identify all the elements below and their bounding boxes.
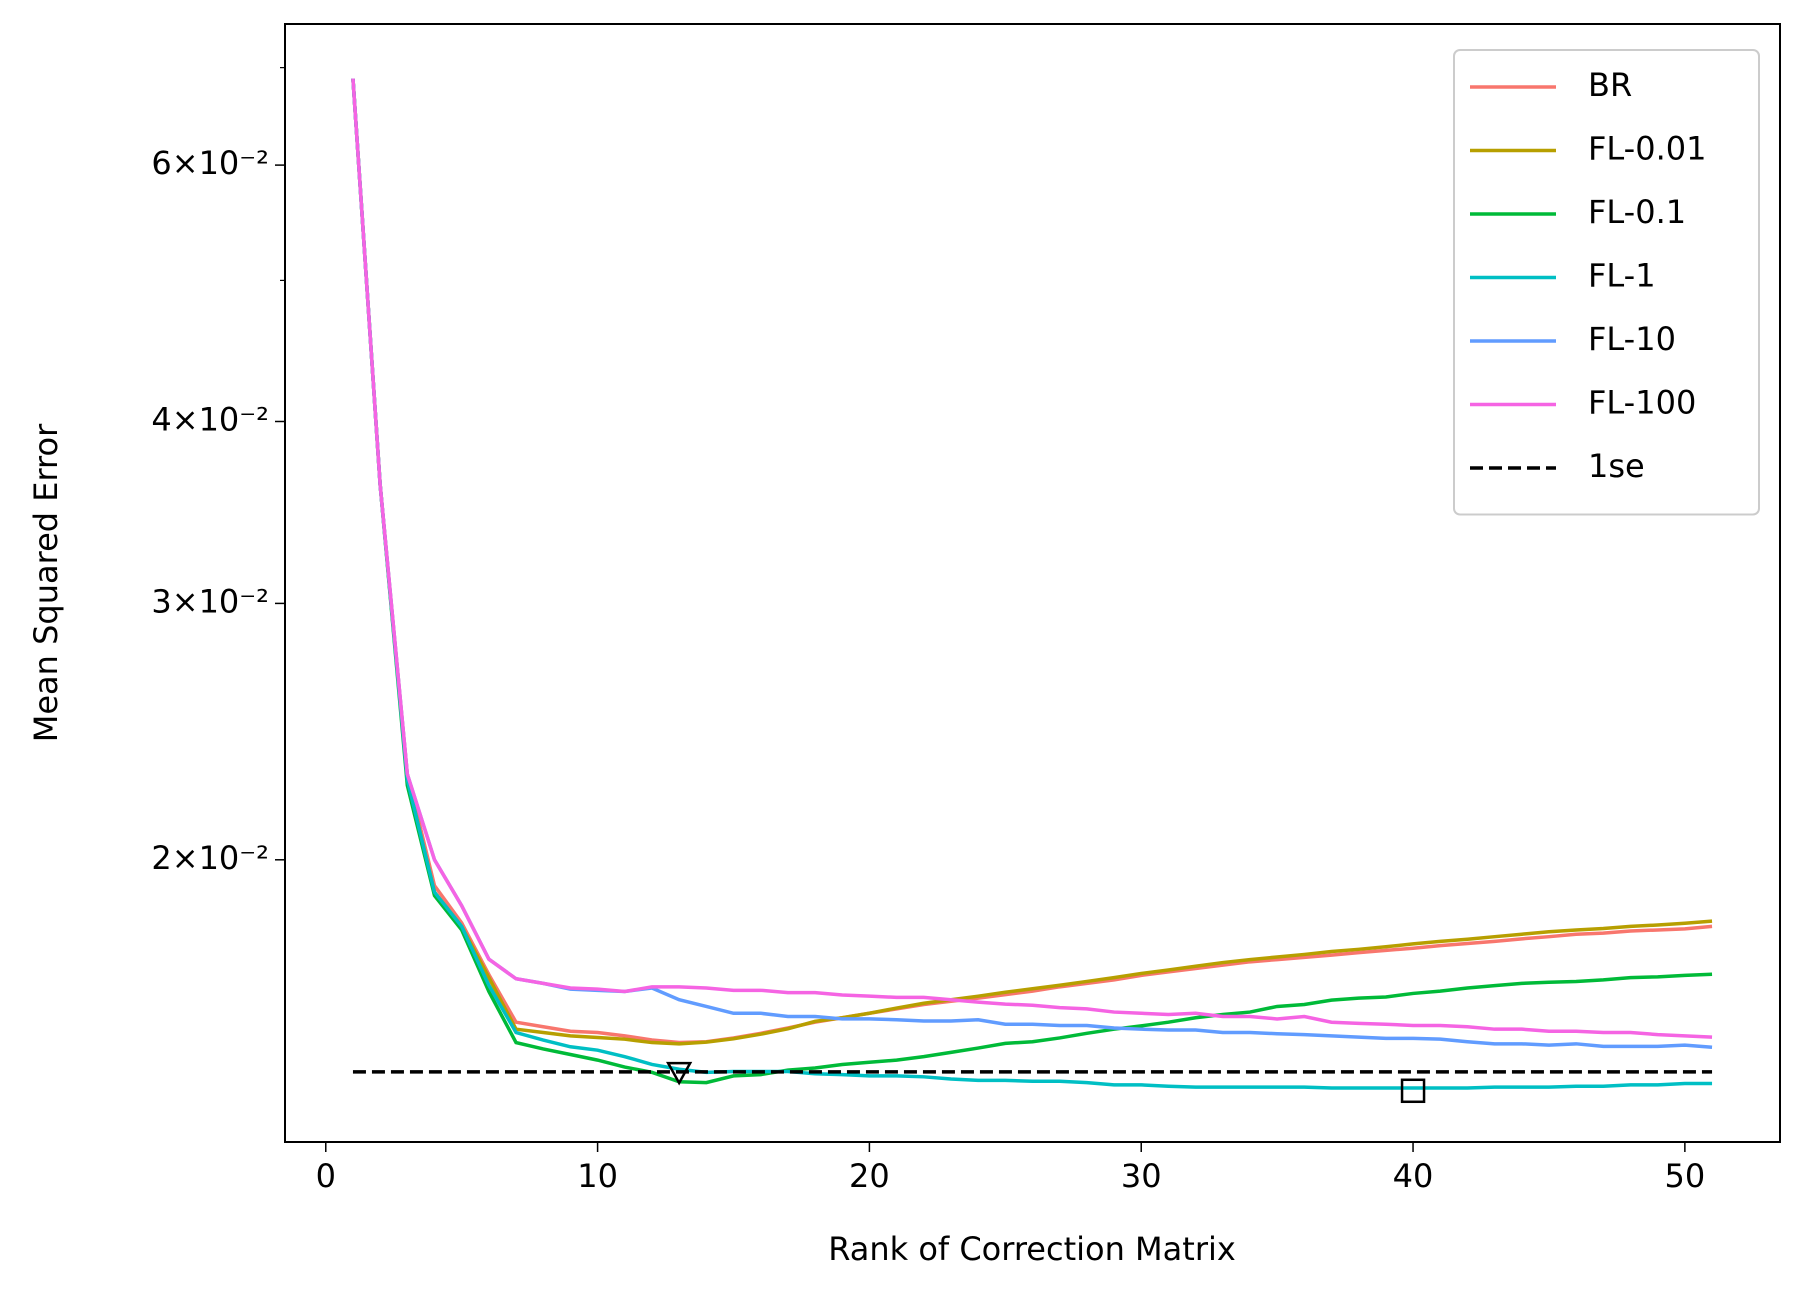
x-tick-label: 0 [316,1157,336,1195]
x-tick-label: 50 [1665,1157,1706,1195]
x-tick-label: 30 [1121,1157,1162,1195]
series-line [351,78,1713,1045]
series-line [351,78,1713,1039]
x-axis-label: Rank of Correction Matrix [828,1230,1236,1268]
series-line [351,78,1713,1046]
y-tick-label: 6×10⁻² [151,144,269,182]
x-tick-label: 20 [849,1157,890,1195]
legend-label: 1se [1588,447,1645,485]
plot-frame [284,23,1781,1143]
legend-label: BR [1588,66,1632,104]
legend-label: FL-100 [1588,384,1696,422]
x-tick-label: 10 [577,1157,618,1195]
legend-label: FL-0.1 [1588,193,1686,231]
legend-label: FL-0.01 [1588,130,1706,168]
y-tick-label: 3×10⁻² [151,582,269,620]
legend-box [1453,49,1760,516]
x-tick-label: 40 [1393,1157,1434,1195]
marker [1400,1078,1426,1104]
series-line [351,78,1713,1085]
y-axis-label: Mean Squared Error [27,423,65,742]
legend-label: FL-1 [1588,257,1656,295]
series-line [351,78,1713,1090]
marker [666,1061,693,1086]
y-tick-label: 4×10⁻² [151,400,269,438]
legend-label: FL-10 [1588,320,1676,358]
y-tick-label: 2×10⁻² [151,839,269,877]
